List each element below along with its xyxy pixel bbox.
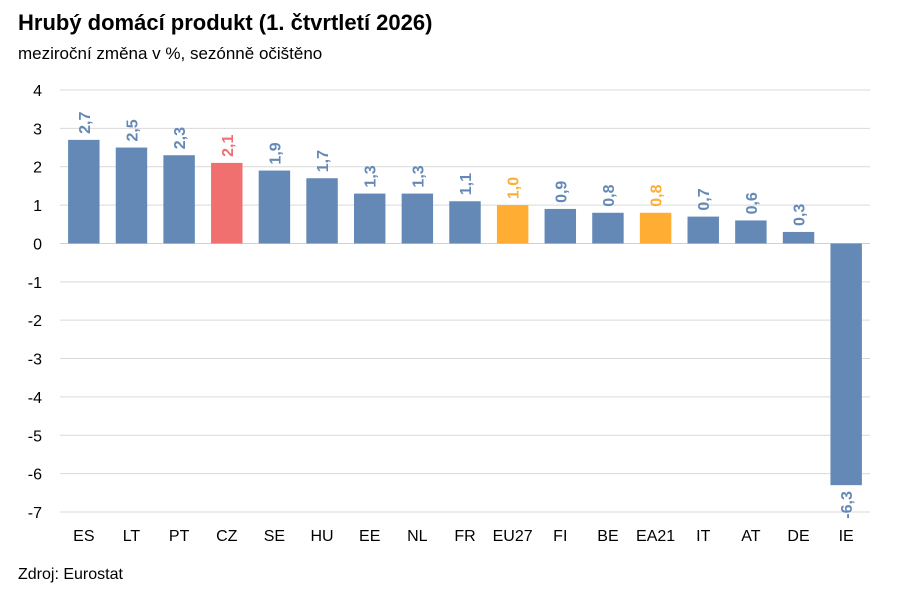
y-tick-label: 0: [33, 236, 42, 253]
x-tick-label-de: DE: [787, 528, 809, 545]
x-tick-label-ee: EE: [359, 528, 380, 545]
bar-it: [687, 216, 719, 244]
bar-fi: [544, 208, 577, 244]
value-label-fr: 1,1: [458, 173, 475, 195]
x-tick-label-it: IT: [696, 528, 710, 545]
x-tick-label-nl: NL: [407, 528, 428, 545]
y-tick-label: -3: [28, 352, 42, 369]
bar-ie: [830, 243, 862, 486]
bar-fr: [449, 201, 481, 244]
value-label-hu: 1,7: [315, 150, 332, 172]
value-label-es: 2,7: [77, 112, 94, 134]
value-label-be: 0,8: [601, 184, 618, 206]
x-tick-label-cz: CZ: [216, 528, 238, 545]
value-label-at: 0,6: [744, 192, 761, 214]
x-tick-label-es: ES: [73, 528, 94, 545]
value-label-pt: 2,3: [172, 127, 189, 149]
y-tick-label: -4: [28, 390, 42, 407]
x-tick-label-lt: LT: [123, 528, 141, 545]
bar-pt: [163, 155, 195, 244]
y-tick-label: 2: [33, 160, 42, 177]
bar-at: [735, 220, 767, 244]
bar-lt: [115, 147, 148, 244]
value-label-it: 0,7: [696, 188, 713, 210]
bar-es: [68, 139, 100, 244]
y-tick-label: 1: [33, 198, 42, 215]
x-axis-ticks: ES LT PT CZ SE HU EE NL FR EU27 FI BE EA21 IT AT DE IE: [73, 528, 854, 545]
y-tick-label: -2: [28, 313, 42, 330]
x-tick-label-fr: FR: [454, 528, 475, 545]
bar-nl: [401, 193, 434, 244]
x-tick-label-be: BE: [597, 528, 618, 545]
y-tick-label: 3: [33, 121, 42, 138]
value-labels: 2,7 2,5 2,3 2,1 1,9 1,7 1,3 1,3 1,1 1,0 0,9 0,8 0,8 0…: [77, 112, 856, 519]
x-tick-label-pt: PT: [169, 528, 190, 545]
bars: [68, 139, 862, 486]
x-tick-label-hu: HU: [311, 528, 334, 545]
value-label-ee: 1,3: [363, 165, 380, 187]
value-label-se: 1,9: [267, 142, 284, 164]
bar-be: [592, 212, 624, 244]
x-tick-label-eu27: EU27: [493, 528, 533, 545]
bar-eu27: [496, 205, 529, 244]
value-label-de: 0,3: [792, 204, 809, 226]
value-label-ie: -6,3: [839, 491, 856, 519]
value-label-ea21: 0,8: [649, 184, 666, 206]
value-label-eu27: 1,0: [506, 177, 523, 199]
bar-se: [258, 170, 291, 244]
grid-lines: [60, 89, 870, 513]
bar-de: [782, 231, 815, 244]
value-label-cz: 2,1: [220, 135, 237, 157]
y-tick-label: -1: [28, 275, 42, 292]
x-tick-label-at: AT: [741, 528, 760, 545]
bar-ea21: [639, 212, 672, 244]
y-tick-label: -7: [28, 505, 42, 522]
x-tick-label-ie: IE: [839, 528, 854, 545]
value-label-lt: 2,5: [124, 119, 141, 141]
bar-hu: [306, 178, 338, 244]
chart-subtitle: meziroční změna v %, sezónně očištěno: [18, 44, 323, 63]
chart-title: Hrubý domácí produkt (1. čtvrtletí 2026): [18, 10, 433, 35]
bar-cz: [211, 162, 243, 244]
bar-ee: [353, 193, 386, 244]
value-label-nl: 1,3: [410, 165, 427, 187]
x-tick-label-fi: FI: [553, 528, 567, 545]
y-tick-label: -6: [28, 467, 42, 484]
y-tick-label: 4: [33, 83, 42, 100]
y-tick-label: -5: [28, 428, 42, 445]
source-note: Zdroj: Eurostat: [18, 566, 123, 583]
value-label-fi: 0,9: [553, 181, 570, 203]
x-tick-label-ea21: EA21: [636, 528, 675, 545]
x-tick-label-se: SE: [264, 528, 285, 545]
y-axis-ticks: 4 3 2 1 0 -1 -2 -3 -4 -5 -6 -7: [28, 83, 42, 522]
